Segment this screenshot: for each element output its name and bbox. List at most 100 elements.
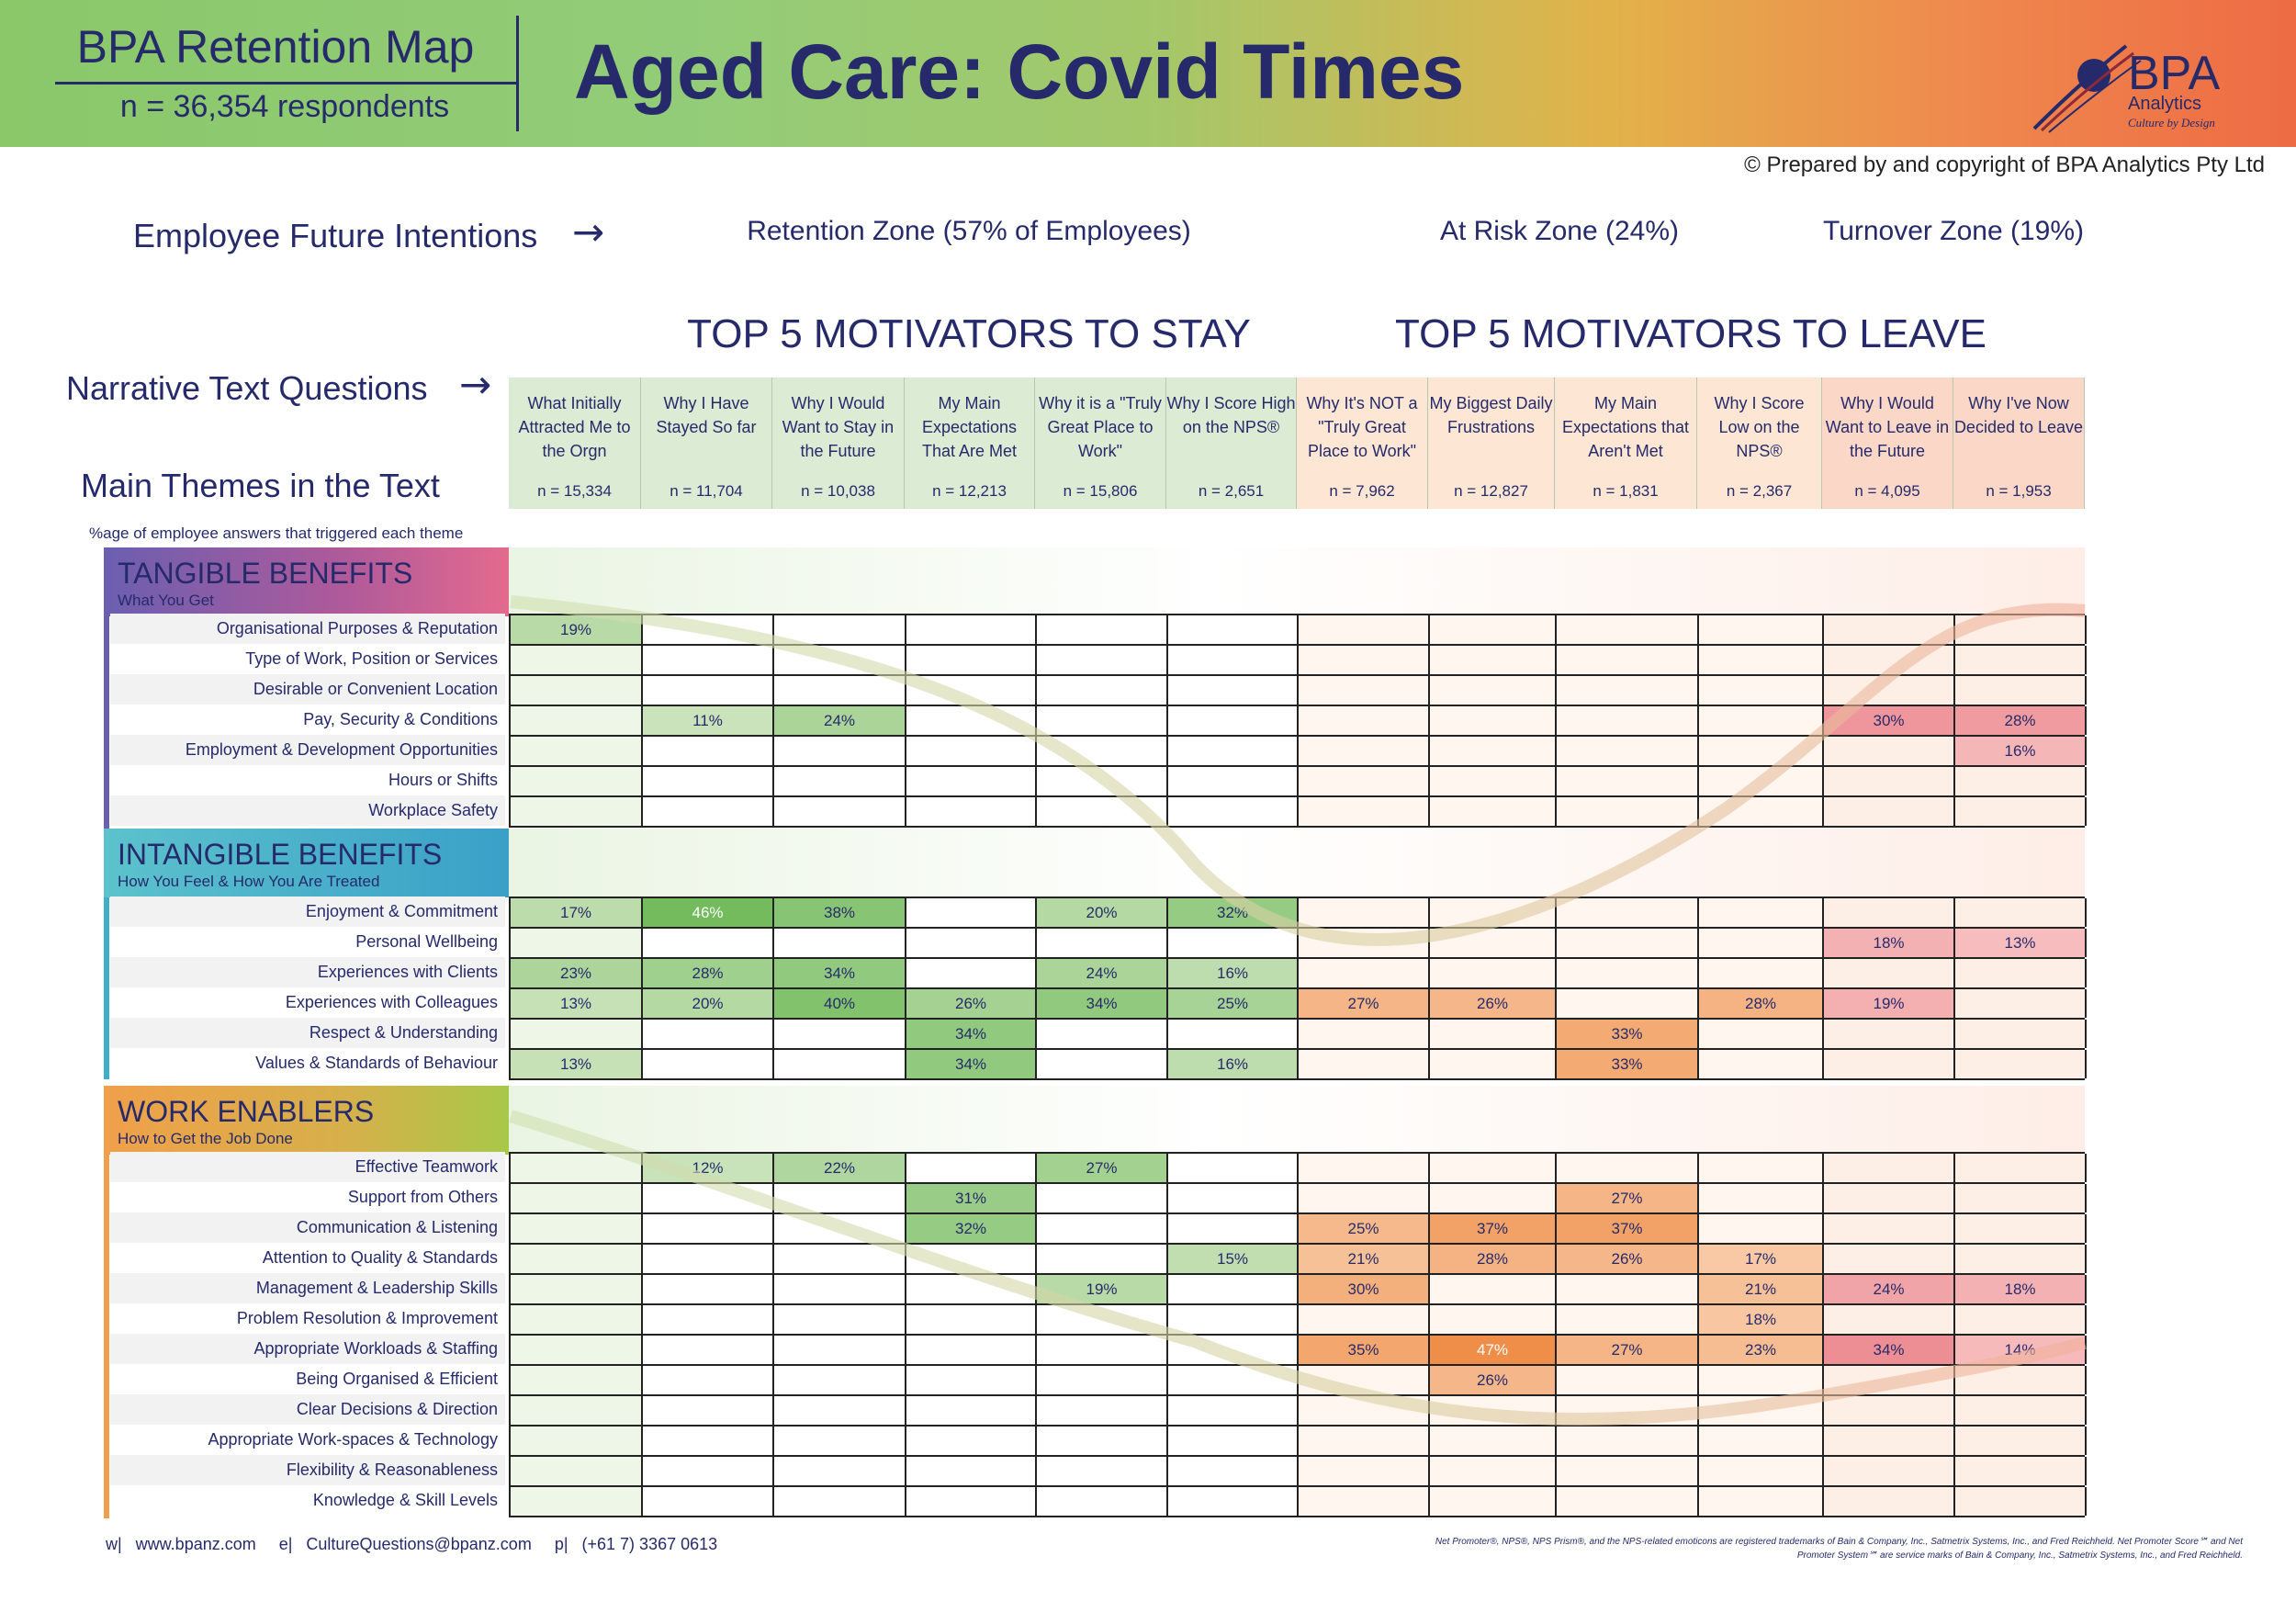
question-column-header: My Main Expectations that Aren't Met n = … [1555, 378, 1697, 509]
heatmap-cell [774, 1050, 906, 1078]
heatmap-cell [1824, 676, 1955, 705]
heatmap-cell: 28% [643, 959, 774, 987]
heatmap-cell [1299, 676, 1430, 705]
heatmap-cell [1168, 615, 1299, 644]
heatmap-cell [643, 1214, 774, 1243]
heatmap-cell [1299, 1184, 1430, 1212]
heatmap-cell [1699, 1050, 1824, 1078]
question-column-header: Why it is a "Truly Great Place to Work" n… [1035, 378, 1166, 509]
heatmap-cell [1299, 1154, 1430, 1182]
heatmap-cell [1430, 797, 1557, 826]
heatmap-cell [1430, 646, 1557, 674]
heatmap-cell: 28% [1955, 706, 2087, 735]
heatmap-cell [1824, 1154, 1955, 1182]
heatmap-cell [1430, 1457, 1557, 1485]
heatmap-cell [1168, 646, 1299, 674]
heatmap-cell: 32% [1168, 898, 1299, 927]
section-header: WORK ENABLERS How to Get the Job Done [104, 1086, 509, 1155]
heatmap-cell: 26% [906, 989, 1037, 1018]
heatmap-cell [511, 1020, 643, 1048]
theme-label: Desirable or Convenient Location [110, 674, 505, 705]
heatmap-cell: 30% [1824, 706, 1955, 735]
theme-label: Employment & Development Opportunities [110, 735, 505, 765]
theme-label: Effective Teamwork [110, 1152, 505, 1182]
heatmap-cell [906, 959, 1037, 987]
heatmap-cell [1299, 1366, 1430, 1394]
question-sample-size: n = 1,831 [1593, 482, 1659, 500]
heatmap-cell [1557, 737, 1699, 765]
question-sample-size: n = 2,651 [1198, 482, 1265, 500]
heatmap-cell [1430, 1275, 1557, 1303]
trademark-notice: Net Promoter®, NPS®, NPS Prism®, and the… [1435, 1537, 2243, 1561]
heatmap-cell [774, 1184, 906, 1212]
heatmap-cell: 16% [1168, 1050, 1299, 1078]
heatmap-cell: 33% [1557, 1050, 1699, 1078]
heatmap-cell [774, 1275, 906, 1303]
theme-label: Type of Work, Position or Services [245, 649, 498, 668]
question-column-header: Why I've Now Decided to Leave n = 1,953 [1953, 378, 2085, 509]
question-text: Why I've Now Decided to Leave [1953, 394, 2084, 436]
heatmap-cell [1299, 959, 1430, 987]
heatmap-cell: 40% [774, 989, 906, 1018]
heatmap-cell [1699, 898, 1824, 927]
heatmap-cell [1037, 1214, 1168, 1243]
heatmap-cell: 26% [1430, 989, 1557, 1018]
heatmap-cell [774, 1214, 906, 1243]
heatmap-cell [1168, 797, 1299, 826]
heatmap-row: 35% 47% 27% 23% 34% 14% [509, 1334, 2087, 1364]
heatmap-row: 19% [509, 614, 2087, 644]
heatmap-cell [1557, 676, 1699, 705]
heatmap-row: 31% 27% [509, 1182, 2087, 1212]
heatmap-cell [1037, 676, 1168, 705]
question-text: Why it is a "Truly Great Place to Work" [1039, 394, 1162, 460]
question-text: My Main Expectations that Aren't Met [1561, 394, 1690, 460]
section-header: TANGIBLE BENEFITS What You Get [104, 547, 509, 616]
heatmap-cell [774, 1020, 906, 1048]
heatmap-cell [1824, 959, 1955, 987]
heatmap-cell [1824, 1457, 1955, 1485]
theme-label: Enjoyment & Commitment [110, 897, 505, 927]
heatmap-row: 18% [509, 1303, 2087, 1334]
heatmap-cell [1699, 929, 1824, 957]
heatmap-row [509, 674, 2087, 705]
heatmap-cell [906, 1427, 1037, 1455]
heatmap-cell [1557, 1427, 1699, 1455]
heatmap-cell [1557, 989, 1699, 1018]
heatmap-cell [1824, 1305, 1955, 1334]
heatmap-cell [1430, 676, 1557, 705]
heatmap-cell [1824, 1427, 1955, 1455]
heatmap-cell: 35% [1299, 1336, 1430, 1364]
heatmap-cell [643, 767, 774, 795]
heatmap-cell [1955, 1050, 2087, 1078]
heatmap-cell [1557, 615, 1699, 644]
heatmap-cell: 11% [643, 706, 774, 735]
heatmap-cell [1955, 676, 2087, 705]
heatmap-cell [1699, 737, 1824, 765]
heatmap-cell [1955, 1396, 2087, 1425]
heatmap-cell [1955, 1366, 2087, 1394]
question-column-header: Why I Score High on the NPS® n = 2,651 [1166, 378, 1297, 509]
heatmap-cell [1699, 1396, 1824, 1425]
heatmap-cell [1557, 767, 1699, 795]
question-text: Why I Would Want to Stay in the Future [782, 394, 895, 460]
heatmap-cell [1557, 706, 1699, 735]
question-sample-size: n = 7,962 [1329, 482, 1395, 500]
question-text: Why I Have Stayed So far [656, 394, 757, 436]
heatmap-cell [1168, 1366, 1299, 1394]
heatmap-cell: 37% [1430, 1214, 1557, 1243]
heatmap-cell [643, 1366, 774, 1394]
heatmap-cell: 20% [643, 989, 774, 1018]
at-risk-zone-label: At Risk Zone (24%) [1439, 216, 1680, 246]
question-column-header: My Biggest Daily Frustrations n = 12,827 [1428, 378, 1555, 509]
question-column-header: What Initially Attracted Me to the Orgn n… [509, 378, 641, 509]
heatmap-cell [511, 737, 643, 765]
heatmap-cell [1299, 1050, 1430, 1078]
leave-motivators-label: TOP 5 MOTIVATORS TO LEAVE [1395, 310, 1986, 356]
heatmap-cell: 38% [774, 898, 906, 927]
heatmap-row: 26% [509, 1364, 2087, 1394]
respondent-count: n = 36,354 respondents [119, 89, 450, 124]
heatmap-cell [1557, 646, 1699, 674]
heatmap-cell [643, 929, 774, 957]
heatmap-cell: 21% [1299, 1245, 1430, 1273]
stay-motivators-header: TOP 5 MOTIVATORS TO STAY [641, 290, 1297, 378]
